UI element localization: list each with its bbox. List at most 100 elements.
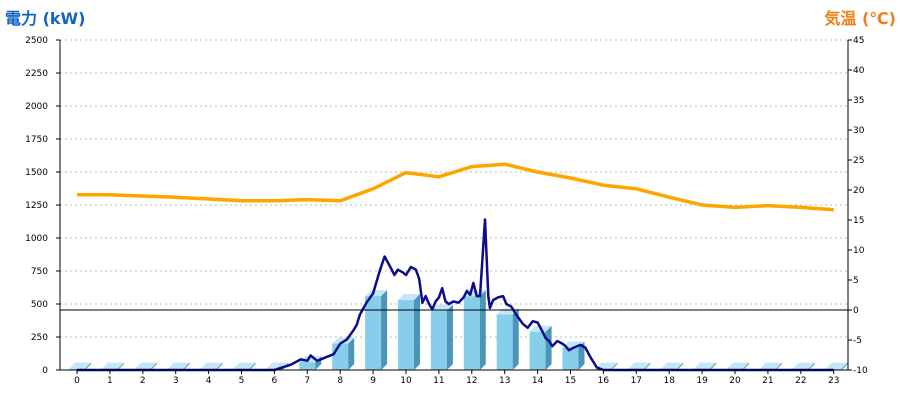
x-tick-label: 13 [499,376,510,386]
right-tick-label: 30 [853,126,865,136]
x-tick-label: 10 [400,376,412,386]
bar-front [430,310,447,370]
bar [463,290,486,370]
right-tick-label: 10 [853,246,865,256]
x-tick-label: 18 [663,376,675,386]
bar [562,341,585,370]
right-tick-label: 0 [853,306,859,316]
bar-side [512,308,519,370]
right-tick-label: 25 [853,156,864,166]
left-tick-label: 750 [31,267,48,277]
x-tick-label: 23 [828,376,839,386]
bar-side [808,362,815,370]
bar-side [743,362,749,370]
bar-top [101,362,124,369]
left-tick-label: 1000 [25,234,48,244]
bar-front [463,296,480,370]
bar-top [759,362,782,369]
right-tick-label: -10 [853,366,868,376]
x-tick-label: 22 [795,376,806,386]
left-tick-label: 2250 [25,69,48,79]
right-axis-title: 気温 (℃) [824,9,896,28]
bar-side [545,325,552,370]
bar-top [595,362,618,369]
x-tick-label: 11 [433,376,444,386]
bar-side [677,362,684,370]
bar [398,294,420,370]
bar-side [183,362,190,370]
bar-front [398,300,414,370]
bar-top [134,362,157,369]
x-tick-label: 6 [272,376,278,386]
bar-top [792,362,815,369]
bar-side [85,362,91,370]
bar [529,325,552,370]
right-tick-label: 35 [853,96,864,106]
bar-top [398,294,420,301]
bar-front [529,331,546,370]
bar-top [430,304,453,311]
x-tick-label: 2 [140,376,146,386]
bar-front [332,343,349,370]
bar-front [496,314,513,370]
bar-top [365,290,388,297]
left-axis-title: 電力 (kW) [5,9,86,28]
bar-side [446,304,453,370]
bar-front [562,347,579,370]
bar-side [381,290,388,370]
x-tick-label: 8 [337,376,343,386]
bar [430,304,453,370]
x-tick-label: 20 [729,376,741,386]
grid [60,39,848,338]
left-tick-label: 1500 [25,168,48,178]
bar-side [775,362,782,370]
x-tick-label: 9 [370,376,376,386]
left-tick-label: 2500 [25,36,48,46]
x-tick-label: 17 [631,376,642,386]
right-tick-label: 5 [853,276,859,286]
x-tick-label: 21 [762,376,773,386]
x-tick-label: 7 [304,376,310,386]
left-tick-label: 1750 [25,135,48,145]
bar-top [661,362,684,369]
x-tick-label: 12 [466,376,477,386]
bar-top [628,362,651,369]
bar-top [694,362,717,369]
right-tick-label: 40 [853,66,865,76]
right-tick-label: 20 [853,186,865,196]
x-tick-label: 16 [598,376,610,386]
bar-front [299,362,316,370]
left-tick-label: 1250 [25,201,48,211]
x-tick-label: 1 [107,376,113,386]
x-tick-label: 5 [239,376,245,386]
x-tick-label: 3 [173,376,179,386]
bar-side [150,362,157,370]
bar-side [216,362,223,370]
right-tick-label: 45 [853,36,864,46]
bar-top [167,362,190,369]
bar-top [727,362,749,369]
tick-labels: 0 250 500 750 1000 1250 1500 1750 20 0 0 2250 2500 -1… [25,36,868,386]
left-tick-label: 0 [42,366,48,376]
bar-side [117,362,124,370]
x-tick-label: 15 [565,376,576,386]
bar-side [710,362,717,370]
left-tick-label: 250 [31,333,48,343]
bar-front [365,296,382,370]
bar-top [233,362,256,369]
right-tick-label: -5 [853,336,862,346]
bar-side [249,362,256,370]
bar-side [611,362,618,370]
left-tick-label: 500 [31,300,48,310]
bar [496,308,519,370]
x-tick-label: 4 [206,376,212,386]
bar-side [578,341,585,370]
bar-side [348,337,355,370]
bar-top [69,362,91,369]
bar-side [841,362,848,370]
x-tick-label: 0 [74,376,80,386]
right-tick-label: 15 [853,216,864,226]
x-tick-label: 14 [532,376,544,386]
line-series [77,162,834,372]
